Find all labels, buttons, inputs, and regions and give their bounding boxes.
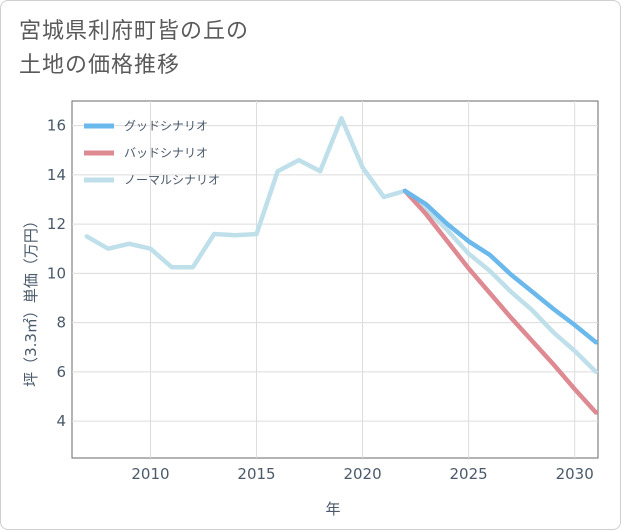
y-axis-ticks: 4 6 8 10 12 14 16 (47, 117, 66, 430)
legend-label: バッドシナリオ (124, 146, 208, 160)
series-line-1 (402, 188, 599, 415)
y-tick-label: 16 (47, 117, 66, 135)
x-tick-label: 2025 (450, 465, 488, 483)
y-tick-label: 8 (56, 314, 66, 332)
x-tick-label: 2020 (343, 465, 381, 483)
x-axis-ticks: 2010 2015 2020 2025 2030 (131, 465, 593, 483)
y-tick-label: 10 (47, 264, 66, 282)
series-lines (84, 115, 599, 415)
y-tick-label: 6 (56, 363, 66, 381)
series-line-2 (84, 115, 599, 375)
chart-title: 宮城県利府町皆の丘の 土地の価格推移 (19, 19, 250, 78)
y-tick-label: 12 (47, 215, 66, 233)
grid (72, 101, 598, 458)
series-line-0 (402, 188, 599, 345)
plot-area (71, 100, 599, 459)
y-axis-label: 坪（3.3㎡）単価（万円） (22, 213, 40, 387)
x-tick-label: 2015 (237, 465, 275, 483)
x-tick-label: 2010 (131, 465, 169, 483)
legend-label: グッドシナリオ (124, 119, 208, 133)
x-axis-label: 年 (325, 500, 340, 518)
y-tick-label: 14 (47, 166, 66, 184)
x-tick-label: 2030 (556, 465, 594, 483)
y-tick-label: 4 (56, 412, 66, 430)
legend-label: ノーマルシナリオ (124, 173, 220, 187)
